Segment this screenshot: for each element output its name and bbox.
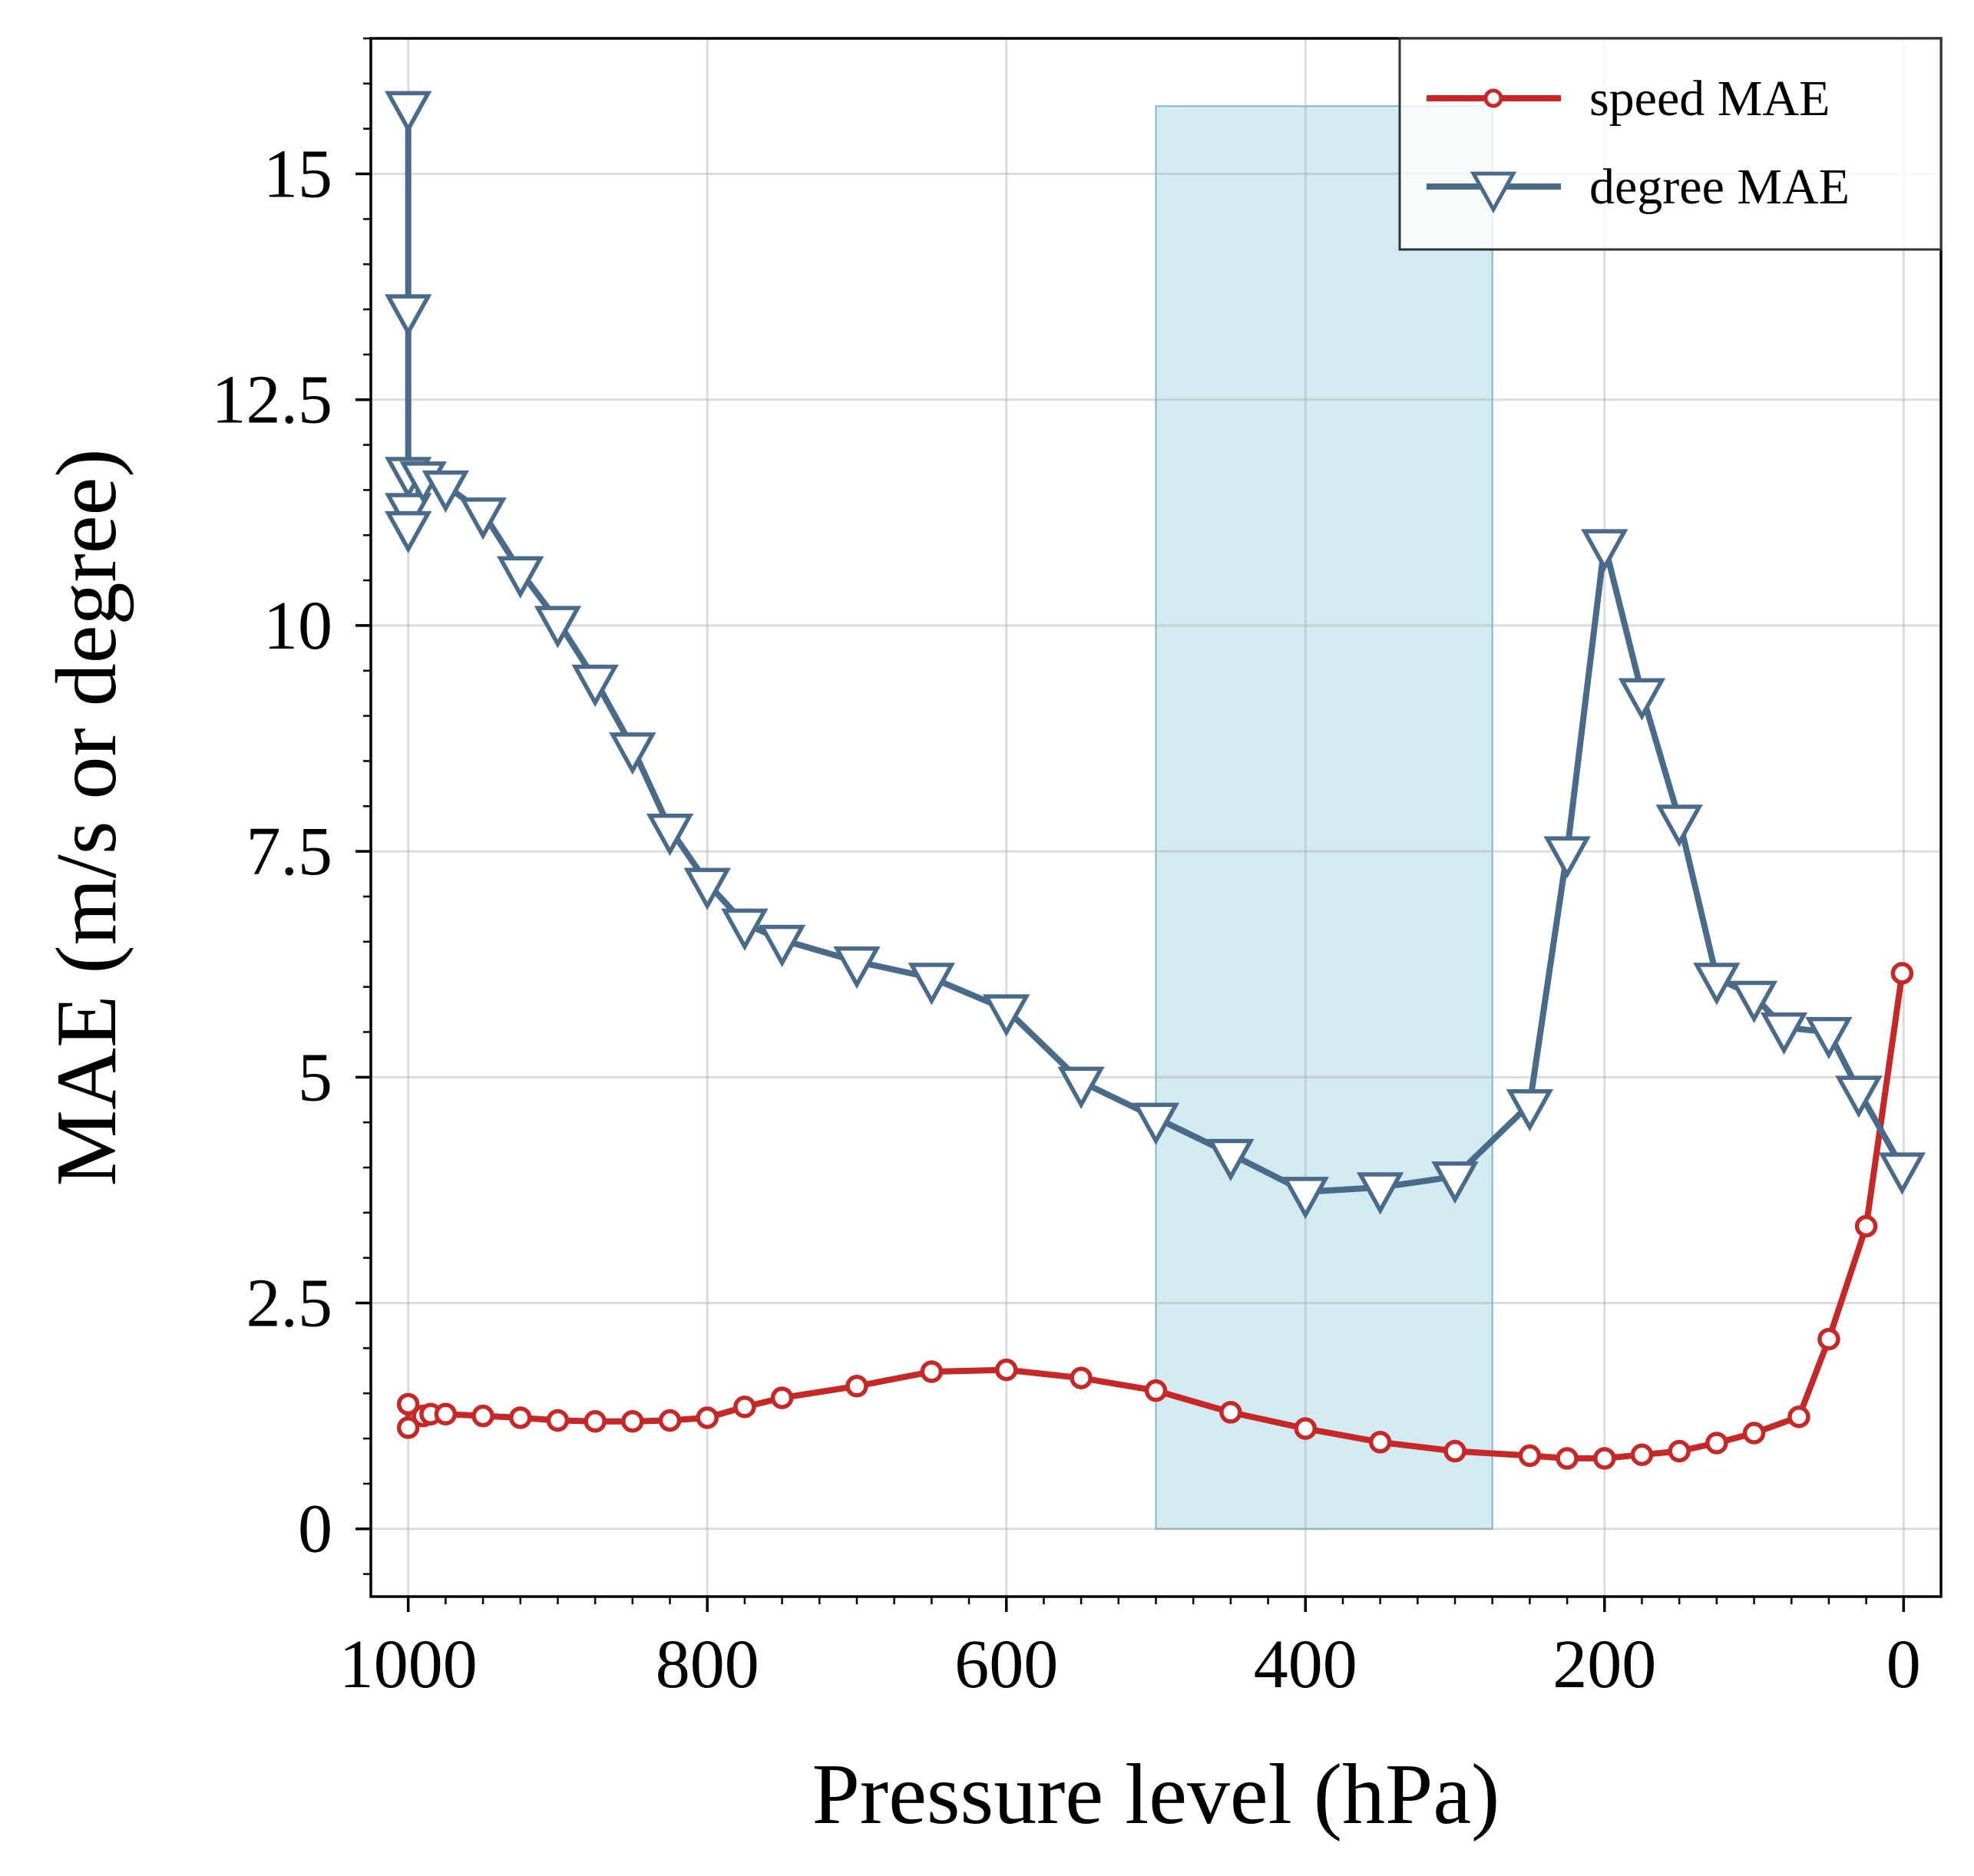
- data-point: [758, 924, 806, 968]
- data-point: [1581, 529, 1628, 572]
- data-point: [1518, 1444, 1542, 1468]
- x-tick-label: 200: [1552, 1627, 1656, 1703]
- data-point: [646, 814, 694, 857]
- data-point: [459, 497, 507, 540]
- y-tick-label: 0: [298, 1491, 332, 1567]
- data-point: [1760, 1012, 1808, 1055]
- data-point: [1854, 1214, 1878, 1238]
- legend-label-degree: degree MAE: [1589, 159, 1850, 215]
- data-point: [1356, 1172, 1404, 1215]
- data-point: [385, 294, 432, 337]
- data-point: [1787, 1405, 1810, 1428]
- data-point: [471, 1404, 494, 1428]
- data-point: [1630, 1443, 1654, 1466]
- legend-box: [1398, 37, 1943, 251]
- data-point: [422, 470, 470, 514]
- data-point: [1431, 1161, 1479, 1204]
- data-point: [658, 1409, 682, 1432]
- data-point: [696, 1406, 719, 1429]
- data-point: [385, 510, 432, 554]
- data-point: [1817, 1327, 1840, 1351]
- legend: speed MAE degree MAE: [1398, 37, 1943, 251]
- data-point: [1693, 963, 1741, 1006]
- y-tick-label: 5: [298, 1039, 332, 1115]
- axis-layer: 1000 800 600 400 200 0 0 2.5 5 7.5 10 12.5 15: [212, 37, 1921, 1703]
- x-tick-label: 800: [656, 1627, 759, 1703]
- data-point: [385, 91, 432, 134]
- data-point: [1219, 1401, 1242, 1424]
- data-point: [994, 1358, 1018, 1382]
- data-point: [1294, 1417, 1318, 1440]
- data-point: [1618, 678, 1666, 721]
- data-point: [1144, 1379, 1168, 1402]
- data-point: [509, 1406, 532, 1429]
- data-point: [1890, 962, 1914, 985]
- data-point: [1207, 1138, 1255, 1181]
- data-point: [1668, 1439, 1691, 1463]
- y-tick-label: 7.5: [246, 814, 333, 890]
- series-degree: [385, 91, 1926, 1220]
- highlight-band: [1155, 105, 1493, 1530]
- data-point: [1132, 1102, 1180, 1145]
- data-point: [584, 1409, 607, 1433]
- data-point: [621, 1409, 644, 1433]
- data-point: [683, 867, 731, 910]
- legend-label-speed: speed MAE: [1589, 71, 1830, 127]
- data-point: [1878, 1152, 1926, 1195]
- data-point: [1593, 1447, 1616, 1470]
- data-point: [1506, 1088, 1554, 1132]
- y-tick-label: 2.5: [246, 1266, 333, 1342]
- data-point: [1368, 1431, 1392, 1454]
- legend-marker-speed: [1483, 88, 1503, 108]
- data-point: [396, 1416, 420, 1439]
- data-point: [1443, 1439, 1466, 1463]
- data-point: [770, 1386, 794, 1409]
- x-tick-label: 0: [1886, 1627, 1921, 1703]
- data-point: [733, 1395, 756, 1419]
- data-point: [546, 1409, 570, 1432]
- legend-marker-degree: [1470, 171, 1517, 214]
- y-tick-label: 12.5: [212, 362, 333, 438]
- data-point: [721, 908, 769, 951]
- x-tick-label: 1000: [339, 1627, 478, 1703]
- data-point: [1835, 1075, 1883, 1118]
- data-point: [1805, 1016, 1853, 1060]
- data-point: [1070, 1366, 1093, 1389]
- y-tick-label: 10: [263, 588, 332, 664]
- data-point: [833, 946, 881, 989]
- x-tick-label: 600: [954, 1627, 1058, 1703]
- data-point: [571, 664, 619, 708]
- highlight-band-layer: [1155, 105, 1493, 1530]
- y-tick-label: 15: [263, 137, 332, 213]
- data-point: [1057, 1066, 1105, 1109]
- data-point: [983, 994, 1030, 1037]
- x-tick-label: 400: [1254, 1627, 1357, 1703]
- data-point: [1543, 836, 1591, 879]
- data-point: [396, 1392, 420, 1416]
- data-point: [920, 1360, 944, 1383]
- data-point: [1556, 1447, 1579, 1470]
- x-axis-title: Pressure level (hPa): [812, 1747, 1500, 1842]
- data-point: [434, 1402, 458, 1426]
- data-point: [497, 556, 544, 599]
- data-point: [908, 963, 956, 1006]
- series-layer: [385, 91, 1926, 1470]
- data-point: [609, 732, 656, 775]
- data-point: [1281, 1177, 1329, 1220]
- series-line: [405, 970, 1906, 1461]
- series-speed: [396, 962, 1914, 1470]
- data-point: [1655, 804, 1703, 847]
- data-point: [1705, 1432, 1728, 1455]
- data-point: [1730, 980, 1778, 1023]
- data-point: [534, 606, 582, 649]
- data-point: [845, 1375, 868, 1398]
- data-point: [1742, 1422, 1766, 1445]
- y-axis-title: MAE (m/s or degree): [39, 448, 134, 1186]
